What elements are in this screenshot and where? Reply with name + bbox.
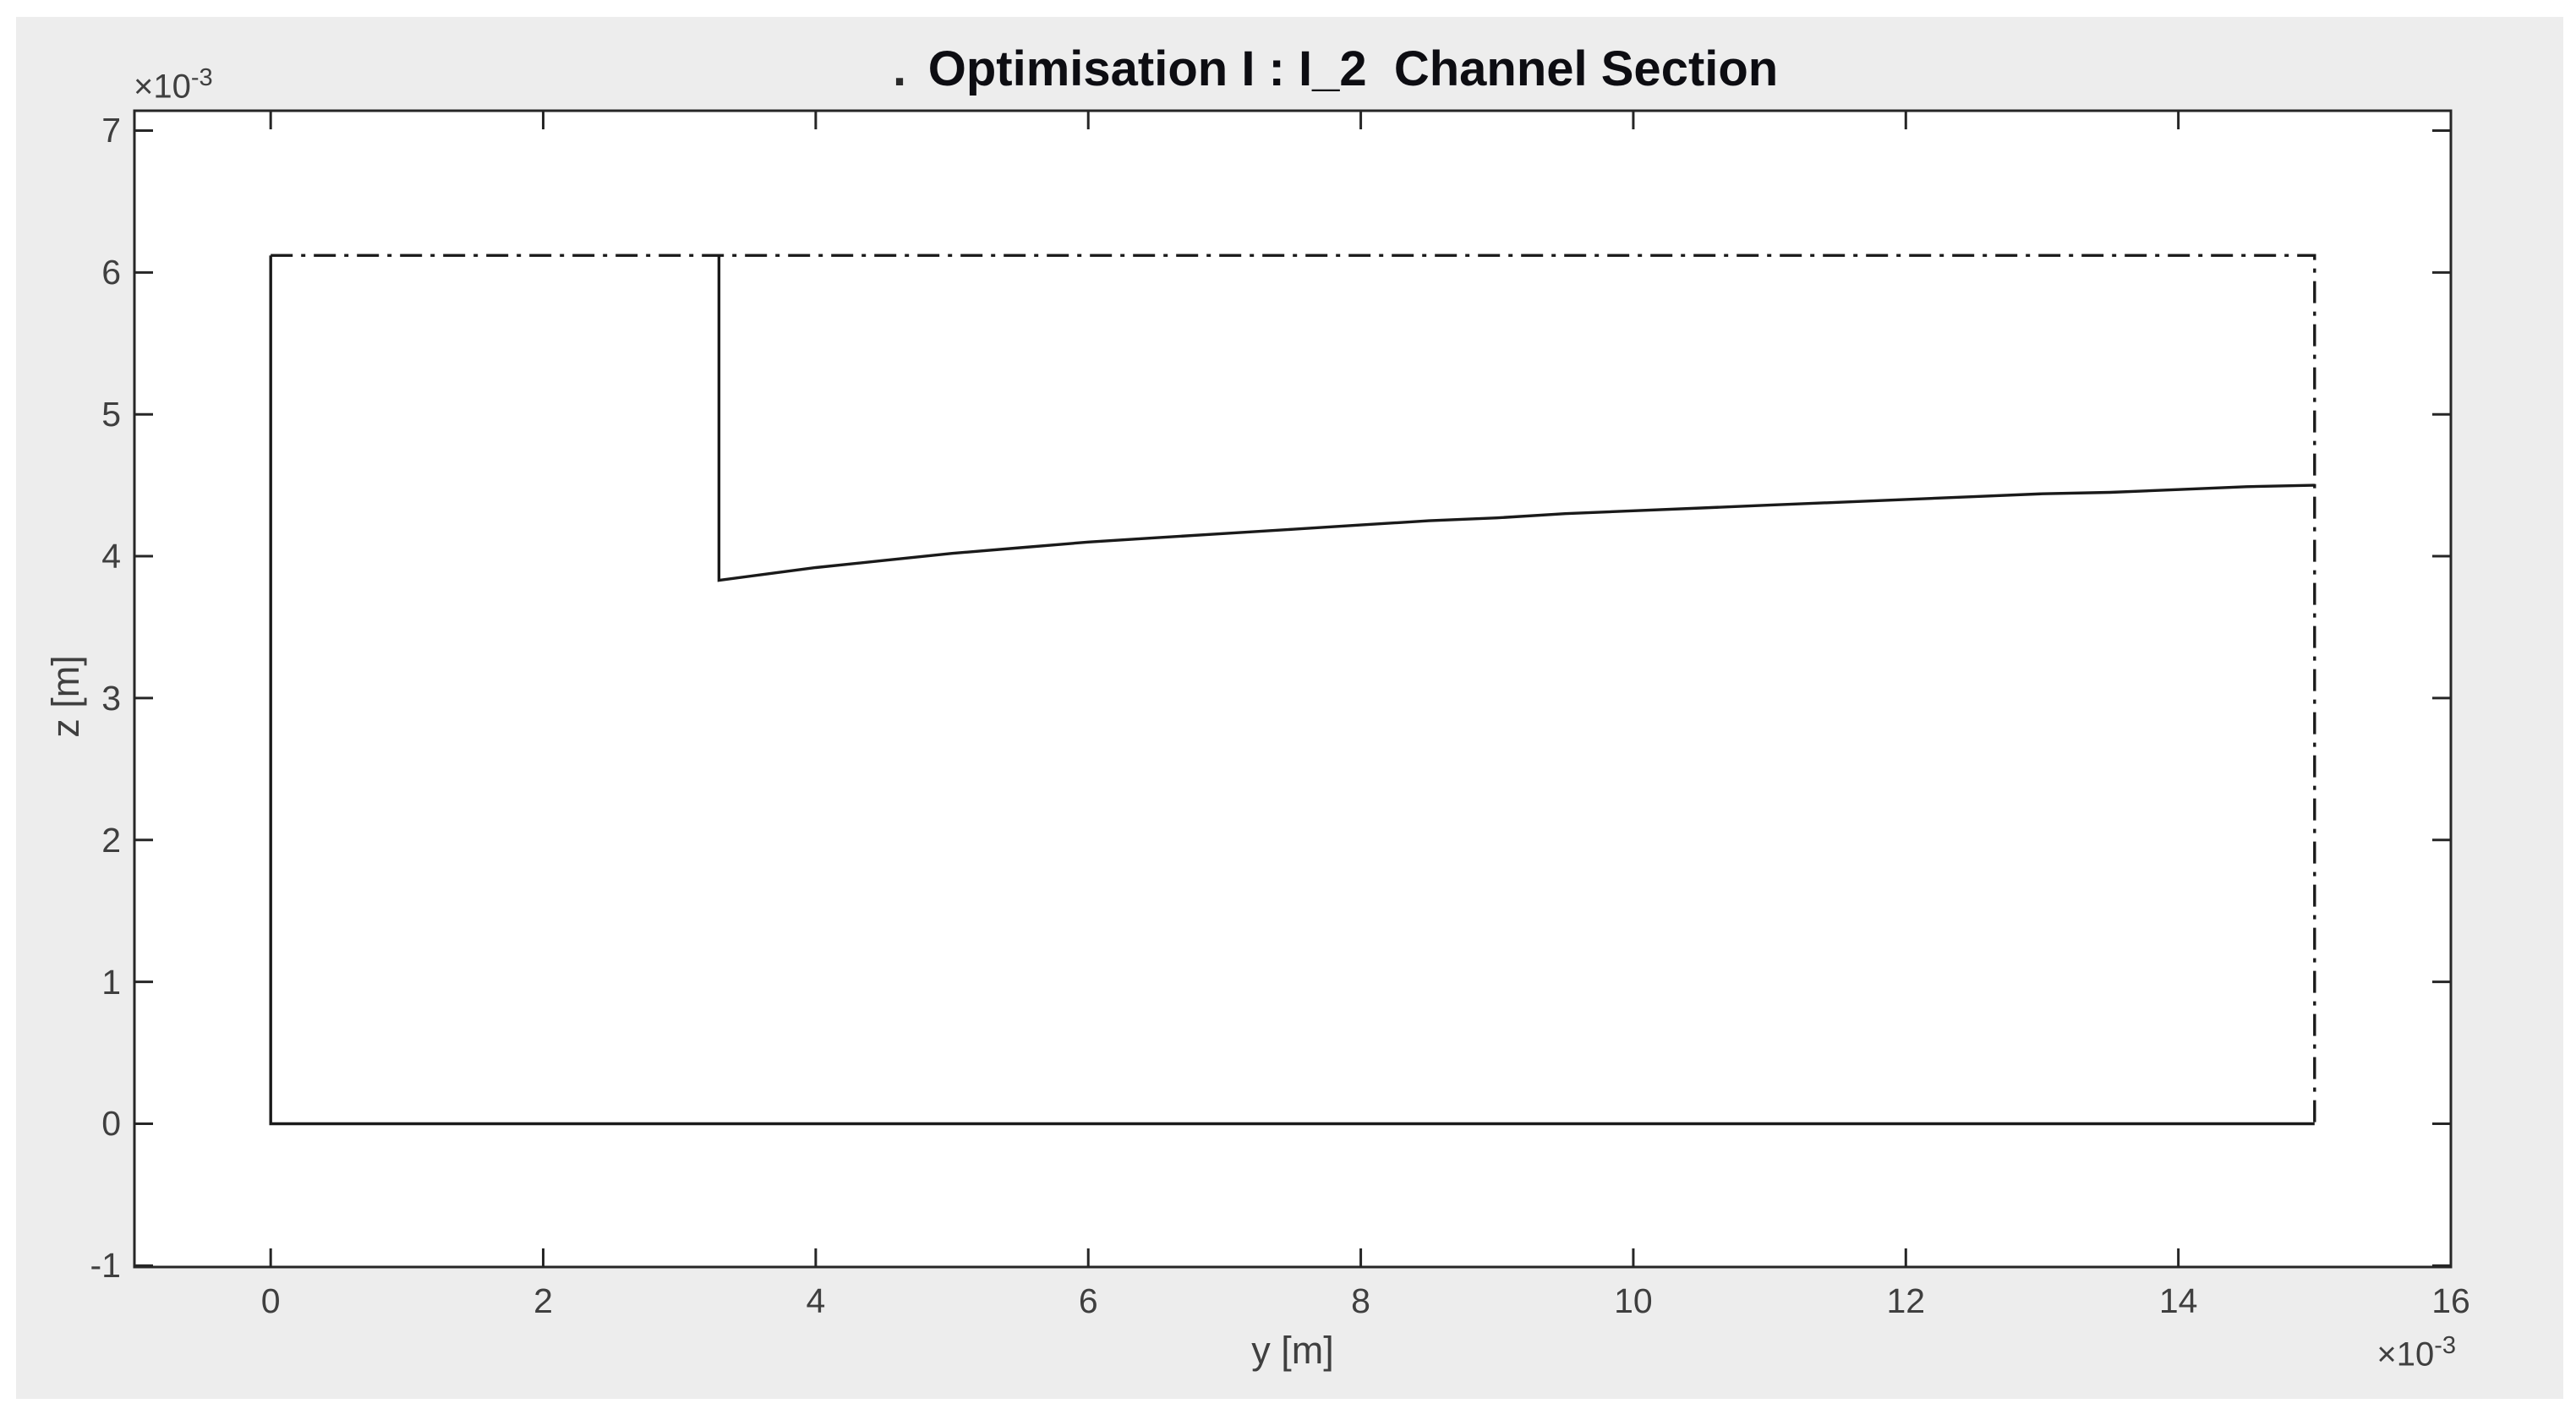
x-tick-label: 16 [2431,1281,2470,1320]
x-tick-label: 4 [806,1281,826,1320]
x-tick-label: 14 [2158,1281,2198,1320]
y-exponent-base: ×10 [134,68,191,106]
series-0-optimised-solid-line [269,255,2315,1126]
x-axis-exponent: ×10-3 [2376,1332,2456,1374]
series-1-optimised-solid-line [717,255,2315,582]
title-leading-dot: . [893,41,907,96]
y-tick-label: -1 [90,1246,121,1286]
x-tick-label: 6 [1078,1281,1098,1320]
y-axis-exponent: ×10-3 [134,64,213,106]
chart-title: Optimisation I : I_2 Channel Section [927,41,1779,96]
x-tick-label: 10 [1614,1281,1653,1320]
series-2-reference-dashdot-line [271,254,2316,1124]
x-exponent-power: -3 [2434,1332,2456,1359]
x-axis-label: y [m] [1251,1329,1334,1372]
x-tick-label: 2 [533,1281,553,1320]
y-tick-label: 3 [101,678,121,718]
y-tick-label: 2 [101,820,121,860]
y-tick-label: 1 [101,962,121,1002]
y-tick-label: 4 [101,537,121,576]
y-tick-label: 6 [101,253,121,292]
x-tick-label: 12 [1886,1281,1926,1320]
y-tick-label: 5 [101,395,121,434]
x-tick-label: 0 [260,1281,281,1320]
y-exponent-power: -3 [190,64,213,91]
plot-box [133,109,2453,1269]
x-tick-label: 8 [1351,1281,1370,1320]
y-tick-label: 7 [101,111,121,150]
y-tick-label: 0 [101,1104,121,1144]
x-exponent-base: ×10 [2376,1335,2435,1374]
